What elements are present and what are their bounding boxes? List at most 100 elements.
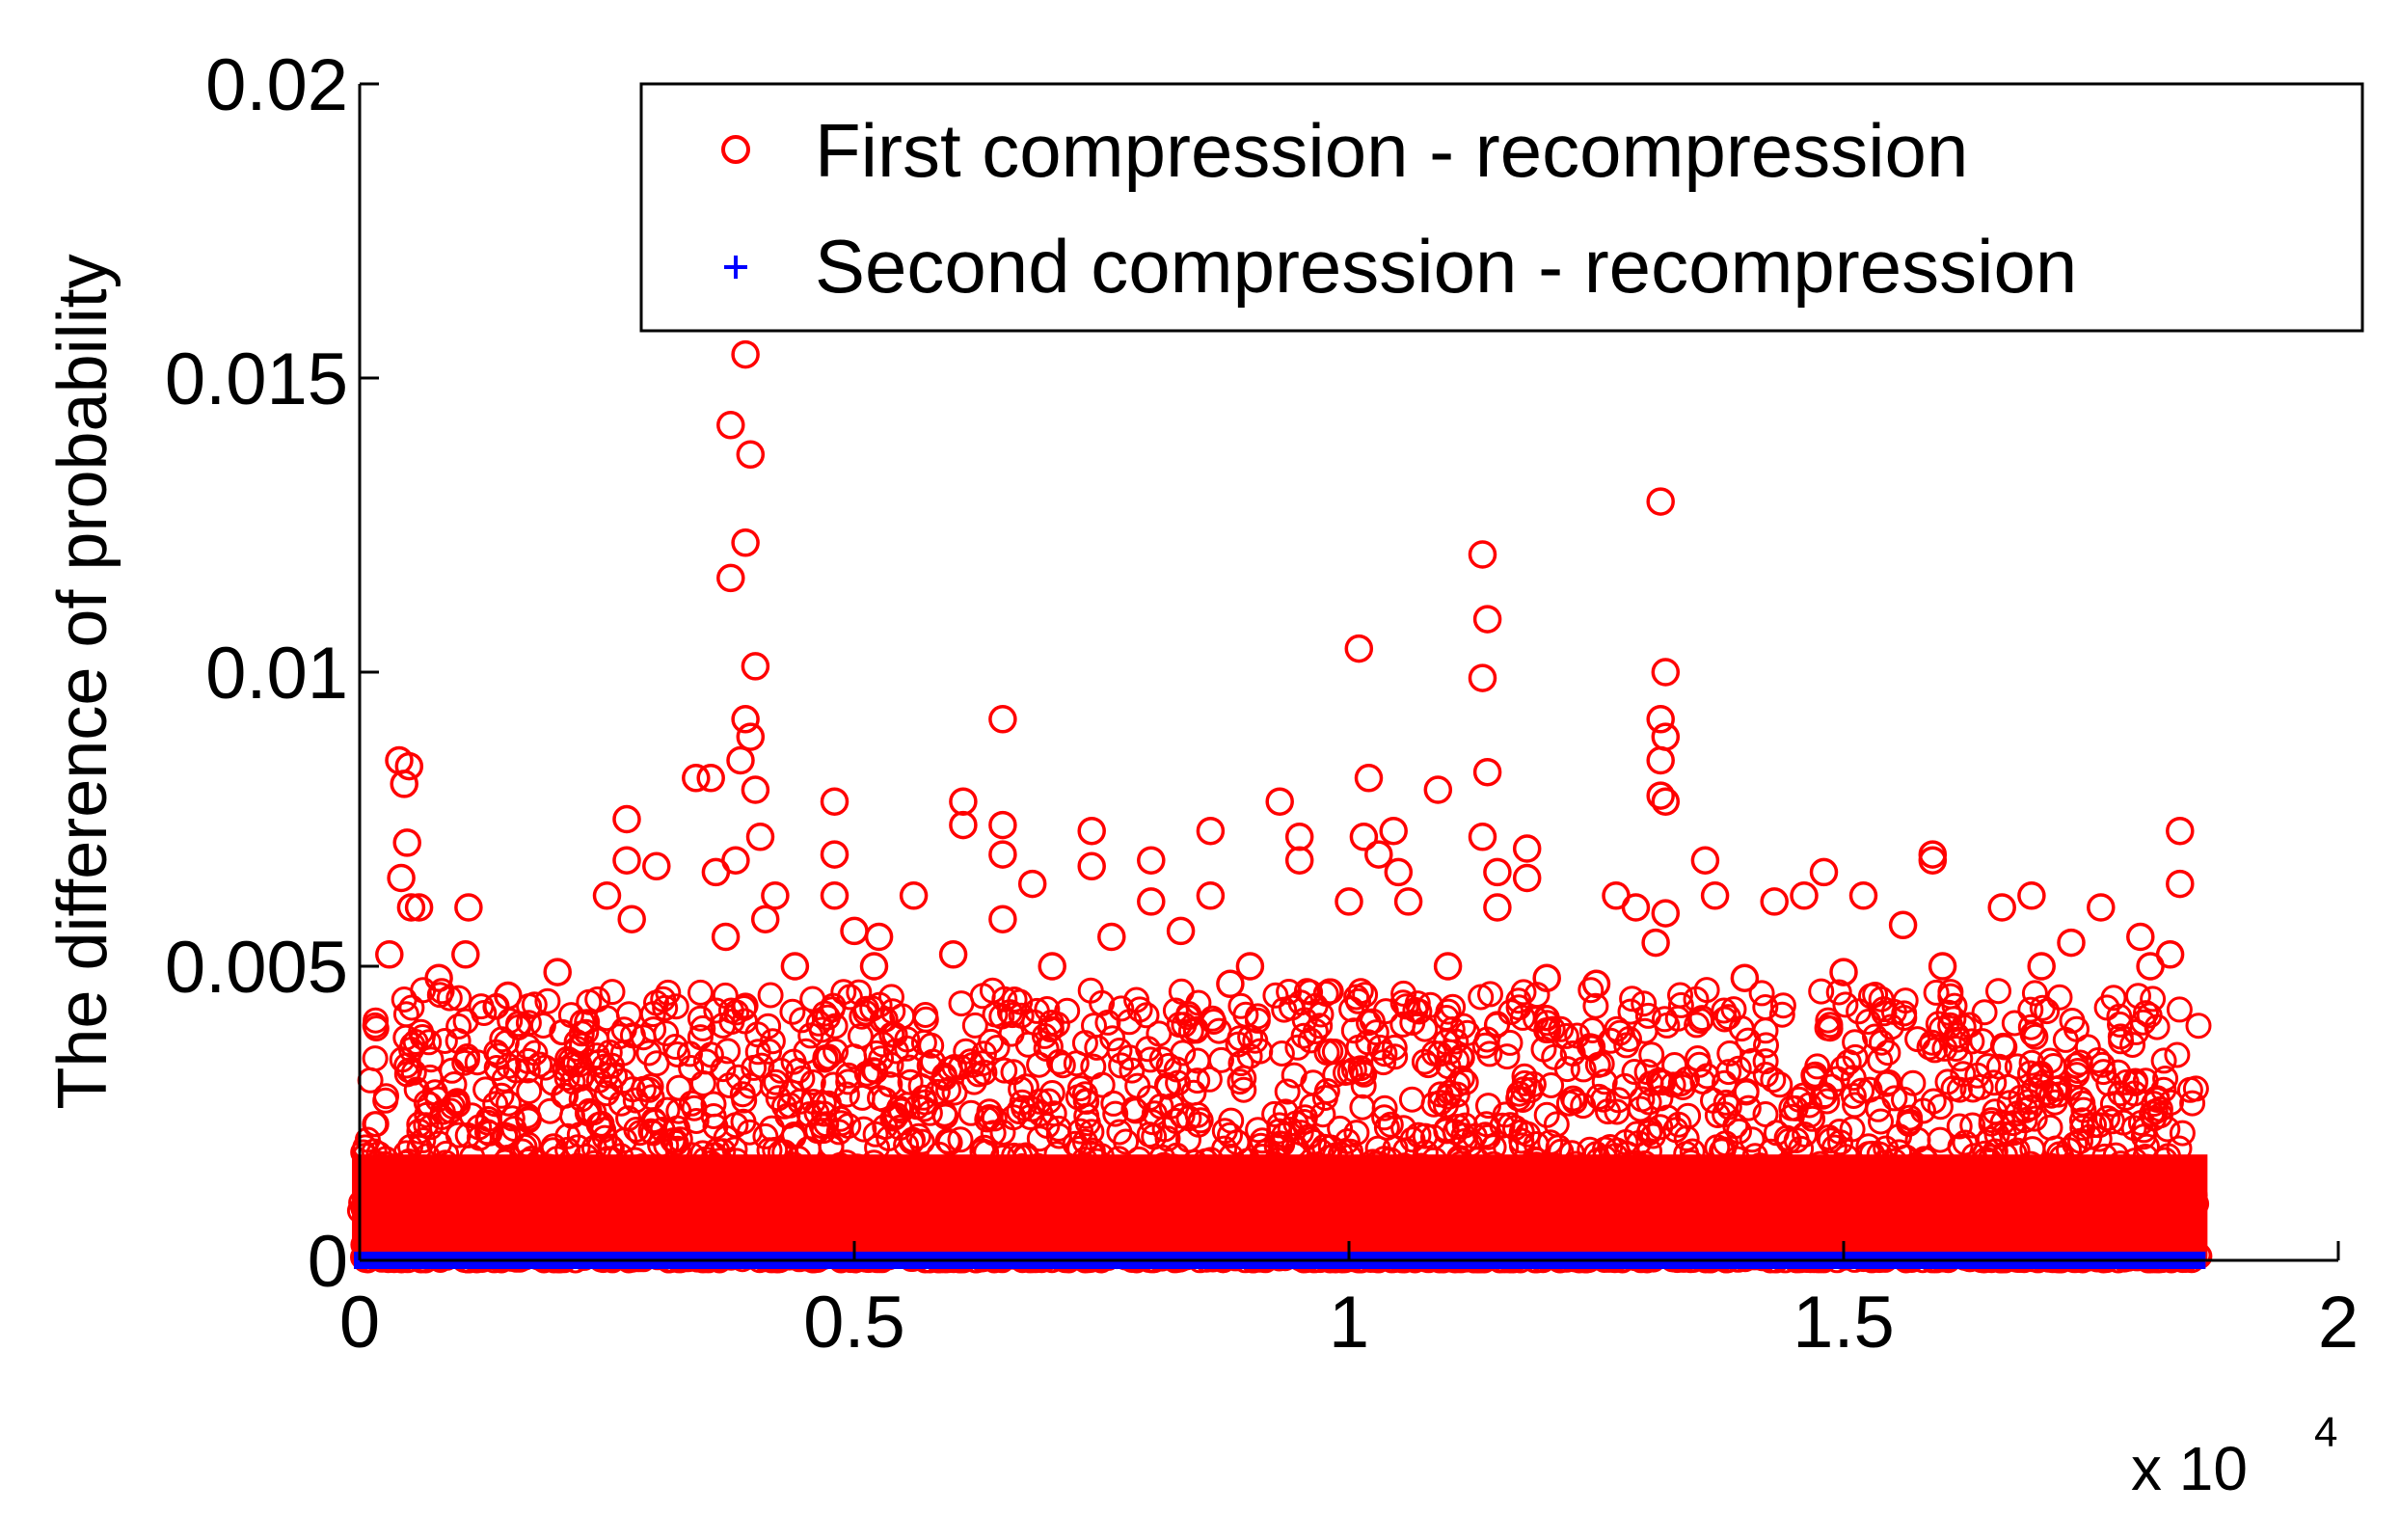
data-point	[1444, 1114, 1471, 1140]
data-point	[1281, 1062, 1308, 1089]
data-point	[1716, 1040, 1743, 1067]
data-point	[2107, 1011, 2133, 1038]
data-point	[1102, 1100, 1129, 1127]
data-point	[1406, 998, 1433, 1025]
y-tick-label: 0.005	[165, 927, 348, 1009]
data-point	[804, 1118, 831, 1145]
data-point	[1651, 722, 1681, 751]
data-point	[717, 997, 744, 1024]
data-point	[1017, 869, 1047, 899]
data-point	[1026, 1125, 1053, 1152]
data-point	[2164, 1041, 2191, 1068]
data-point	[1137, 846, 1166, 875]
data-point	[882, 1038, 909, 1065]
data-point	[2185, 1013, 2212, 1040]
data-point	[896, 1054, 923, 1081]
data-point	[653, 1020, 680, 1047]
data-point	[1351, 1061, 1378, 1088]
data-point	[822, 1038, 849, 1065]
data-point	[363, 1015, 390, 1041]
data-point	[1730, 963, 1760, 992]
data-point	[2001, 1010, 2028, 1037]
data-point	[1026, 1088, 1053, 1115]
data-point	[1302, 1018, 1329, 1044]
data-point	[1512, 834, 1542, 863]
data-point	[1370, 1049, 1397, 1076]
data-point	[800, 1089, 826, 1115]
data-point	[1667, 1070, 1694, 1097]
data-point	[1646, 705, 1675, 734]
data-point	[607, 1090, 634, 1117]
data-point	[2146, 1102, 2173, 1129]
data-point	[2037, 1082, 2064, 1109]
data-point	[1477, 981, 1503, 1008]
data-point	[1964, 1062, 1991, 1089]
data-point	[1066, 1075, 1093, 1102]
data-point	[999, 1002, 1026, 1029]
data-point	[2017, 881, 2046, 910]
data-point	[833, 1081, 860, 1108]
data-point	[2046, 984, 2073, 1011]
data-point	[1373, 1114, 1400, 1141]
data-point	[822, 1013, 849, 1040]
data-point	[1846, 998, 1873, 1025]
data-point	[1423, 775, 1453, 804]
data-point	[1364, 840, 1393, 869]
data-point	[1108, 995, 1135, 1022]
data-point	[830, 979, 857, 1006]
dense-points-band	[346, 977, 2213, 1274]
data-point	[1216, 969, 1245, 999]
legend: First compression - recompression Second…	[639, 82, 2364, 333]
data-point	[1276, 979, 1303, 1005]
data-point	[976, 1104, 1003, 1130]
data-point	[1321, 1039, 1348, 1065]
data-point	[2126, 922, 2155, 952]
data-point	[2017, 996, 2044, 1023]
data-point	[441, 1071, 468, 1097]
x-tick-label: 1	[1329, 1282, 1369, 1364]
data-point	[1158, 1093, 1185, 1120]
data-point	[1249, 1127, 1276, 1154]
data-point	[1832, 991, 1859, 1018]
data-point	[2166, 816, 2195, 846]
data-point	[1641, 928, 1670, 958]
data-point	[1382, 1043, 1409, 1070]
data-point	[1888, 910, 1918, 940]
data-point	[988, 1003, 1015, 1030]
data-point	[908, 1128, 935, 1155]
data-point	[1985, 978, 2011, 1005]
data-point	[820, 1071, 847, 1098]
data-point	[1646, 487, 1675, 516]
data-point	[2043, 1075, 2070, 1102]
data-point	[864, 922, 894, 952]
data-point	[1284, 823, 1314, 851]
data-point	[584, 986, 611, 1013]
data-point	[1334, 1128, 1361, 1154]
data-point	[1585, 1083, 1612, 1110]
data-point	[2136, 952, 2165, 981]
data-point	[2099, 1091, 2126, 1118]
data-point	[1687, 1008, 1714, 1034]
data-point	[1753, 1032, 1779, 1059]
data-point	[445, 985, 472, 1012]
data-point	[1106, 1119, 1133, 1146]
data-point	[1371, 1104, 1398, 1131]
data-point	[715, 1038, 742, 1065]
data-point	[1840, 1083, 1867, 1109]
data-point	[1808, 978, 1835, 1005]
data-point	[1356, 1010, 1382, 1037]
data-point	[2004, 1053, 2031, 1080]
data-point	[756, 1038, 783, 1065]
data-point	[745, 823, 775, 851]
data-point	[652, 994, 679, 1021]
data-point	[912, 1002, 939, 1028]
x-tick-label: 0	[339, 1282, 380, 1364]
data-point	[1769, 992, 1796, 1019]
data-point	[1891, 1000, 1918, 1027]
data-point	[820, 881, 849, 910]
data-point	[736, 1119, 763, 1146]
data-point	[1433, 952, 1463, 981]
data-point	[1468, 540, 1497, 569]
data-point	[1591, 1068, 1618, 1095]
data-point	[899, 881, 929, 910]
